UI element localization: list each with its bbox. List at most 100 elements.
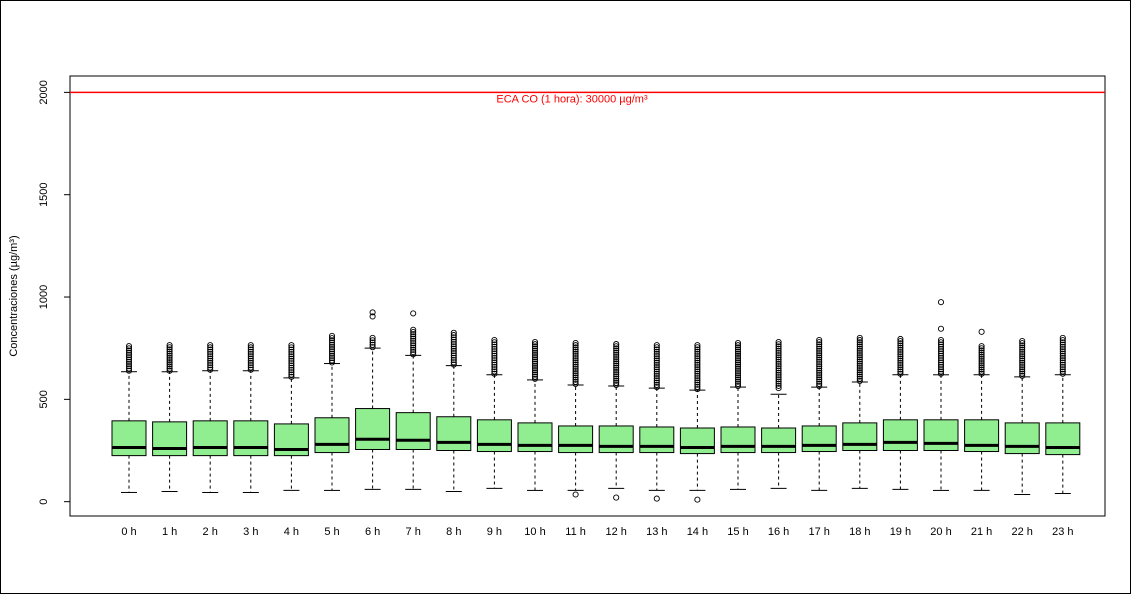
x-tick-label: 17 h	[808, 526, 829, 538]
outlier-point	[450, 332, 457, 339]
outlier-point	[450, 341, 457, 348]
outlier-point	[897, 351, 904, 358]
outlier-point	[531, 362, 539, 369]
outlier-point	[613, 353, 620, 361]
outlier-point	[897, 366, 904, 373]
outlier-point	[288, 346, 295, 353]
outlier-point	[734, 357, 742, 364]
outlier-point	[166, 365, 173, 372]
outlier-point	[1059, 350, 1066, 357]
x-tick-label: 14 h	[687, 526, 708, 538]
outlier-point	[531, 375, 539, 382]
iqr-box	[639, 426, 675, 454]
outlier-point	[1019, 342, 1026, 349]
outlier-point	[775, 341, 782, 348]
outlier-point	[410, 310, 417, 317]
outlier-point	[897, 338, 904, 345]
outlier-point	[694, 364, 701, 371]
outlier-point	[978, 345, 985, 352]
outlier-point	[328, 332, 336, 339]
outlier-point	[856, 345, 863, 352]
outlier-point	[694, 344, 701, 351]
outlier-point	[247, 364, 254, 371]
outlier-point	[775, 356, 782, 363]
outlier-point	[125, 352, 133, 359]
outlier-point	[856, 349, 863, 357]
outlier-point	[572, 374, 579, 381]
outlier-point	[775, 354, 782, 361]
outlier-point	[166, 363, 173, 370]
box-15h	[720, 340, 756, 490]
outlier-point	[288, 353, 295, 360]
outlier-point	[1059, 361, 1066, 368]
outlier-point	[491, 354, 498, 362]
outlier-point	[775, 376, 782, 383]
outlier-point	[897, 364, 904, 371]
outlier-point	[1019, 355, 1026, 362]
outlier-point	[369, 344, 376, 351]
outlier-point	[207, 366, 214, 373]
outlier-point	[978, 370, 985, 377]
outlier-point	[613, 364, 620, 371]
box-7h	[395, 310, 431, 490]
outlier-point	[734, 342, 742, 349]
outlier-point	[369, 337, 376, 344]
outlier-point	[328, 348, 336, 355]
outlier-point	[613, 345, 620, 352]
outlier-point	[897, 344, 904, 351]
outlier-point	[531, 343, 539, 350]
outlier-point	[816, 367, 823, 374]
outlier-point	[369, 334, 376, 342]
outlier-point	[816, 354, 823, 361]
outlier-point	[369, 309, 376, 316]
outlier-point	[572, 365, 579, 372]
outlier-point	[694, 379, 701, 386]
outlier-point	[734, 361, 742, 368]
outlier-point	[775, 349, 782, 357]
outlier-point	[328, 359, 336, 366]
box-21h	[964, 328, 1000, 491]
outlier-point	[734, 370, 742, 377]
outlier-point	[1059, 364, 1066, 371]
outlier-point	[937, 366, 945, 373]
outlier-point	[328, 335, 336, 342]
x-tick-label: 20 h	[930, 526, 951, 538]
outlier-point	[207, 342, 214, 349]
x-tick-label: 7 h	[406, 526, 421, 538]
outlier-point	[247, 353, 254, 360]
outlier-point	[125, 349, 133, 356]
iqr-box	[882, 419, 918, 452]
outlier-point	[816, 345, 823, 352]
outlier-point	[288, 369, 295, 376]
outlier-point	[613, 356, 620, 363]
outlier-point	[734, 352, 742, 360]
outlier-point	[531, 345, 539, 352]
outlier-point	[694, 361, 701, 368]
outlier-point	[450, 329, 457, 336]
x-tick-label: 4 h	[284, 526, 299, 538]
outlier-point	[978, 357, 985, 365]
outlier-point	[1019, 370, 1026, 377]
outlier-point	[978, 351, 985, 358]
outlier-point	[166, 350, 173, 357]
outlier-point	[572, 361, 579, 368]
outlier-point	[572, 355, 579, 362]
outlier-point	[816, 350, 823, 357]
x-tick-label: 0 h	[121, 526, 136, 538]
outlier-point	[207, 350, 214, 358]
outlier-point	[978, 360, 985, 367]
outlier-point	[978, 366, 985, 373]
outlier-point	[572, 370, 579, 377]
outlier-point	[734, 344, 742, 351]
outlier-point	[978, 343, 985, 350]
outlier-point	[613, 369, 620, 376]
box-11h	[558, 340, 594, 498]
x-tick-label: 10 h	[524, 526, 545, 538]
outlier-point	[897, 342, 904, 349]
plot-area-border	[69, 75, 1106, 517]
outlier-point	[491, 345, 498, 353]
outlier-point	[653, 357, 660, 364]
outlier-point	[1059, 352, 1066, 359]
outlier-point	[856, 373, 863, 380]
